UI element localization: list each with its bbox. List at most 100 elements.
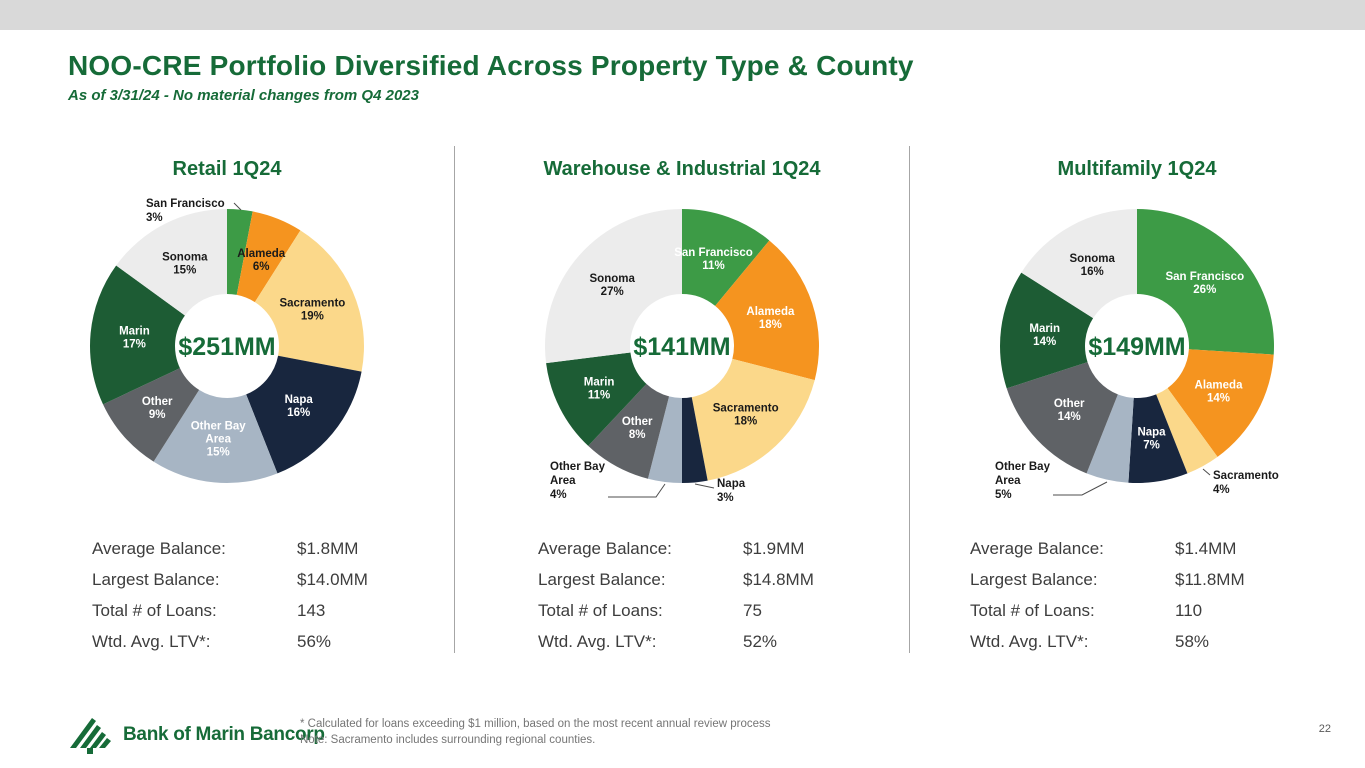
stat-label: Largest Balance: bbox=[92, 569, 220, 589]
label-leader-line bbox=[233, 202, 242, 211]
segment-label: Napa bbox=[1137, 426, 1166, 438]
stat-value: 143 bbox=[297, 600, 326, 620]
stat-label: Total # of Loans: bbox=[538, 600, 663, 620]
donut-segment-marin bbox=[546, 352, 647, 446]
stat-value: 75 bbox=[743, 600, 762, 620]
stats-table-warehouse-industrial: Average Balance: $1.9MM Largest Balance:… bbox=[455, 533, 909, 657]
segment-label: 9% bbox=[149, 409, 166, 421]
stat-row: Total # of Loans: 110 bbox=[970, 595, 1364, 626]
stat-label: Largest Balance: bbox=[538, 569, 666, 589]
segment-label: 18% bbox=[734, 415, 757, 427]
stat-row: Wtd. Avg. LTV*: 56% bbox=[92, 626, 454, 657]
segment-label: 4% bbox=[1213, 484, 1230, 496]
donut-segment-sacramento bbox=[691, 358, 815, 481]
slide-header: NOO-CRE Portfolio Diversified Across Pro… bbox=[68, 50, 914, 104]
donut-segment-napa bbox=[1128, 394, 1188, 484]
stat-value: $1.8MM bbox=[297, 538, 359, 558]
donut-center-value: $251MM bbox=[178, 333, 275, 361]
stat-label: Wtd. Avg. LTV*: bbox=[970, 631, 1089, 651]
bank-logo-tree-icon bbox=[70, 718, 111, 754]
segment-label: Sonoma bbox=[1070, 253, 1116, 265]
segment-label: Sonoma bbox=[162, 252, 208, 264]
donut-segment-sonoma bbox=[1021, 209, 1137, 319]
donut-segment-sacramento bbox=[1156, 388, 1218, 474]
segment-label: Marin bbox=[1029, 323, 1060, 335]
donut-segment-napa bbox=[682, 397, 708, 483]
segment-label: Other Bay bbox=[995, 461, 1051, 473]
segment-label: 6% bbox=[253, 261, 270, 273]
segment-label: Area bbox=[995, 475, 1021, 487]
stat-value: $14.0MM bbox=[297, 569, 368, 589]
stat-value: $1.4MM bbox=[1175, 538, 1237, 558]
donut-segment-other bbox=[588, 383, 670, 479]
segment-label: 27% bbox=[601, 286, 624, 298]
segment-label: Alameda bbox=[237, 248, 286, 260]
stat-row: Largest Balance: $14.8MM bbox=[538, 564, 909, 595]
segment-label: Napa bbox=[717, 478, 746, 490]
segment-label: 11% bbox=[588, 390, 610, 402]
stat-label: Total # of Loans: bbox=[970, 600, 1095, 620]
donut-segment-other bbox=[103, 368, 200, 462]
stat-value: $14.8MM bbox=[743, 569, 814, 589]
stat-row: Largest Balance: $14.0MM bbox=[92, 564, 454, 595]
segment-label: 19% bbox=[301, 311, 324, 323]
donut-segment-other bbox=[1006, 362, 1118, 474]
chart-title-retail: Retail 1Q24 bbox=[172, 158, 282, 180]
donut-center-value: $149MM bbox=[1088, 333, 1185, 361]
stats-table-multifamily: Average Balance: $1.4MM Largest Balance:… bbox=[910, 533, 1364, 657]
stat-label: Wtd. Avg. LTV*: bbox=[538, 631, 657, 651]
donut-segment-sonoma bbox=[544, 209, 682, 364]
segment-label: 18% bbox=[759, 319, 782, 331]
label-leader-line bbox=[694, 483, 715, 489]
segment-label: San Francisco bbox=[1165, 271, 1244, 283]
segment-label: 16% bbox=[1081, 266, 1104, 278]
donut-segment-other-bay-area bbox=[1086, 394, 1134, 483]
stat-label: Wtd. Avg. LTV*: bbox=[92, 631, 211, 651]
donut-segment-other-bay-area bbox=[647, 396, 682, 483]
stat-label: Average Balance: bbox=[538, 538, 672, 558]
footnote-sacramento: Note: Sacramento includes surrounding re… bbox=[300, 734, 596, 746]
segment-label: 7% bbox=[1143, 439, 1160, 451]
donut-segment-san-francisco bbox=[1137, 209, 1275, 355]
donut-segment-sacramento bbox=[254, 230, 364, 372]
segment-label: 26% bbox=[1193, 284, 1216, 296]
stat-value: 110 bbox=[1175, 600, 1203, 620]
segment-label: Sonoma bbox=[590, 273, 636, 285]
stat-row: Average Balance: $1.9MM bbox=[538, 533, 909, 564]
segment-label: 15% bbox=[207, 447, 230, 459]
donut-segment-other-bay-area bbox=[153, 389, 278, 483]
stats-table-retail: Average Balance: $1.8MM Largest Balance:… bbox=[0, 533, 454, 657]
page-title: NOO-CRE Portfolio Diversified Across Pro… bbox=[68, 50, 914, 81]
chart-section-multifamily: Multifamily 1Q24 $149MM San Francisco 26% A… bbox=[910, 146, 1364, 657]
donut-segment-alameda bbox=[715, 240, 820, 381]
segment-label: San Francisco bbox=[146, 198, 225, 210]
chart-title-warehouse-industrial: Warehouse & Industrial 1Q24 bbox=[543, 158, 821, 180]
donut-segment-alameda bbox=[1167, 349, 1274, 457]
bank-logo-text: Bank of Marin Bancorp bbox=[123, 724, 325, 745]
segment-label: 17% bbox=[123, 339, 146, 351]
chart-section-retail: Retail 1Q24 $251MM San Francisco 3% Alameda… bbox=[0, 146, 454, 657]
segment-label: Other bbox=[622, 416, 653, 428]
segment-label: Sacramento bbox=[279, 298, 345, 310]
segment-label: 5% bbox=[995, 489, 1012, 501]
donut-segment-napa bbox=[246, 355, 362, 474]
segment-label: 16% bbox=[287, 407, 310, 419]
segment-label: 4% bbox=[550, 489, 567, 501]
stat-label: Average Balance: bbox=[92, 538, 226, 558]
stat-row: Average Balance: $1.4MM bbox=[970, 533, 1364, 564]
segment-label: 14% bbox=[1033, 336, 1056, 348]
segment-label: Marin bbox=[119, 326, 150, 338]
segment-label: Napa bbox=[285, 394, 314, 406]
donut-segment-san-francisco bbox=[682, 209, 770, 306]
donut-segment-sonoma bbox=[116, 209, 227, 316]
segment-label: 11% bbox=[702, 260, 724, 272]
chart-section-warehouse-industrial: Warehouse & Industrial 1Q24 $141MM San Fr… bbox=[455, 146, 909, 657]
stat-row: Total # of Loans: 143 bbox=[92, 595, 454, 626]
segment-label: 14% bbox=[1058, 411, 1081, 423]
stat-label: Average Balance: bbox=[970, 538, 1104, 558]
chart-title-multifamily: Multifamily 1Q24 bbox=[1057, 158, 1217, 180]
segment-label: Alameda bbox=[1195, 379, 1244, 391]
segment-label: Area bbox=[205, 434, 231, 446]
